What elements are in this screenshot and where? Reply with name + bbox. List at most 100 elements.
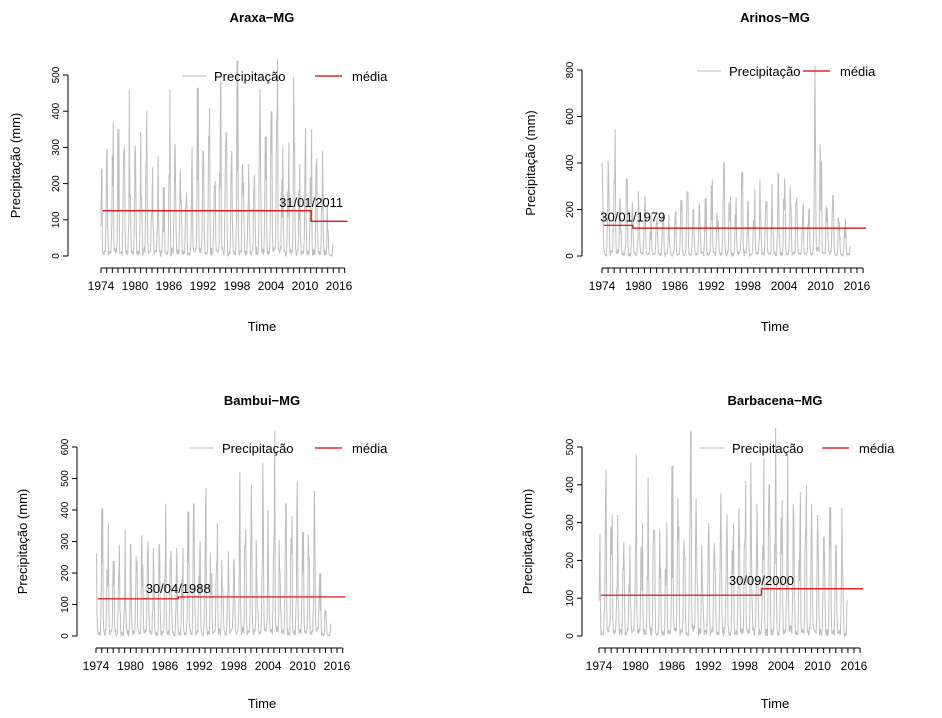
x-tick-label: 1998 — [731, 659, 758, 673]
y-tick-label: 200 — [565, 201, 576, 218]
changepoint-annotation: 30/09/2000 — [729, 573, 794, 588]
x-tick-label: 2010 — [804, 659, 831, 673]
y-tick-label: 400 — [565, 476, 576, 493]
x-axis: 1974 1980 1986 1992 1998 2004 2010 2016 — [88, 267, 353, 293]
legend: Precipitação média — [700, 441, 895, 456]
y-tick-label: 0 — [51, 253, 62, 259]
x-tick-label: 1992 — [186, 659, 213, 673]
y-axis: 0 100 200 300 400 500 — [51, 66, 69, 259]
chart-title: Barbacena−MG — [727, 393, 822, 408]
x-tick-label: 1986 — [156, 279, 183, 293]
x-axis: 1974 1980 1986 1992 1998 2004 2010 2016 — [83, 647, 351, 673]
x-tick-label: 1980 — [625, 279, 652, 293]
chart-panel: Bambui−MG Precipitação (mm) Time 0 100 200 300… — [15, 393, 388, 711]
x-tick-label: 1998 — [734, 279, 761, 293]
x-tick-label: 2004 — [258, 279, 285, 293]
y-tick-label: 500 — [60, 470, 71, 487]
legend-label-media: média — [859, 441, 895, 456]
x-axis: 1974 1980 1986 1992 1998 2004 2010 2016 — [589, 267, 871, 293]
x-tick-label: 2016 — [844, 279, 871, 293]
legend-label-precipitacao: Precipitação — [214, 69, 286, 84]
x-tick-label: 1974 — [586, 659, 613, 673]
x-tick-label: 1992 — [190, 279, 217, 293]
y-tick-label: 0 — [565, 253, 576, 259]
y-axis-label: Precipitação (mm) — [15, 489, 30, 594]
series-line-media — [603, 224, 867, 229]
legend: Precipitação média — [697, 64, 876, 79]
legend: Precipitação média — [190, 441, 388, 456]
chart-panel: Barbacena−MG Precipitação (mm) Time 0 100 200… — [520, 393, 895, 711]
x-tick-label: 1992 — [695, 659, 722, 673]
y-tick-label: 300 — [60, 533, 71, 550]
y-tick-label: 300 — [51, 139, 62, 156]
chart-title: Arinos−MG — [740, 10, 810, 25]
series-line-media — [600, 588, 864, 596]
y-tick-label: 200 — [60, 564, 71, 581]
y-tick-label: 600 — [565, 108, 576, 125]
x-tick-label: 2016 — [841, 659, 868, 673]
x-tick-label: 2010 — [807, 279, 834, 293]
y-tick-label: 800 — [565, 61, 576, 78]
legend-label-precipitacao: Precipitação — [729, 64, 801, 79]
y-tick-label: 400 — [51, 102, 62, 119]
x-tick-label: 1974 — [88, 279, 115, 293]
changepoint-annotation: 30/04/1988 — [146, 581, 211, 596]
y-axis-label: Precipitação (mm) — [523, 110, 538, 215]
x-tick-label: 1974 — [83, 659, 110, 673]
x-tick-label: 1980 — [622, 659, 649, 673]
series-line-media — [102, 210, 348, 222]
x-tick-label: 2010 — [289, 659, 316, 673]
y-tick-label: 100 — [565, 589, 576, 606]
x-axis-label: Time — [248, 319, 276, 334]
y-tick-label: 500 — [51, 66, 62, 83]
y-axis-label: Precipitação (mm) — [8, 113, 23, 218]
chart-panel: Arinos−MG Precipitação (mm) Time 0 200 400 600… — [523, 10, 876, 334]
x-tick-label: 1992 — [698, 279, 725, 293]
x-tick-label: 2010 — [292, 279, 319, 293]
legend-label-precipitacao: Precipitação — [222, 441, 294, 456]
y-axis: 0 100 200 300 400 500 600 — [60, 438, 78, 639]
y-axis: 0 100 200 300 400 500 — [565, 438, 583, 639]
x-axis-label: Time — [761, 319, 789, 334]
y-tick-label: 400 — [60, 501, 71, 518]
y-tick-label: 200 — [51, 175, 62, 192]
legend-label-media: média — [352, 441, 388, 456]
series-line-precipitacao — [601, 65, 851, 258]
x-tick-label: 1998 — [220, 659, 247, 673]
chart-title: Bambui−MG — [224, 393, 300, 408]
y-tick-label: 100 — [51, 211, 62, 228]
y-axis-label: Precipitação (mm) — [520, 489, 535, 594]
x-tick-label: 2004 — [255, 659, 282, 673]
y-tick-label: 400 — [565, 154, 576, 171]
x-tick-label: 1980 — [117, 659, 144, 673]
legend-label-media: média — [840, 64, 876, 79]
chart-title: Araxa−MG — [230, 10, 295, 25]
legend-label-precipitacao: Precipitação — [732, 441, 804, 456]
chart-panel: Araxa−MG Precipitação (mm) Time 0 100 200 300 4… — [8, 10, 388, 334]
y-tick-label: 0 — [60, 633, 71, 639]
x-axis: 1974 1980 1986 1992 1998 2004 2010 2016 — [586, 647, 868, 673]
x-tick-label: 2004 — [771, 279, 798, 293]
x-tick-label: 2016 — [324, 659, 351, 673]
x-tick-label: 1974 — [589, 279, 616, 293]
series-line-media — [97, 596, 346, 600]
x-tick-label: 2016 — [326, 279, 353, 293]
x-tick-label: 1986 — [659, 659, 686, 673]
x-tick-label: 2004 — [768, 659, 795, 673]
changepoint-annotation: 30/01/1979 — [600, 209, 665, 224]
x-tick-label: 1986 — [152, 659, 179, 673]
x-axis-label: Time — [248, 696, 276, 711]
legend-label-media: média — [352, 69, 388, 84]
y-tick-label: 600 — [60, 438, 71, 455]
x-tick-label: 1986 — [662, 279, 689, 293]
series-line-precipitacao — [100, 58, 334, 258]
y-tick-label: 100 — [60, 596, 71, 613]
y-tick-label: 300 — [565, 514, 576, 531]
changepoint-annotation: 31/01/2011 — [279, 195, 343, 210]
series-line-precipitacao — [598, 428, 848, 638]
series-line-precipitacao — [96, 431, 332, 638]
x-tick-label: 1998 — [224, 279, 251, 293]
y-tick-label: 500 — [565, 438, 576, 455]
legend: Precipitação média — [182, 69, 388, 84]
